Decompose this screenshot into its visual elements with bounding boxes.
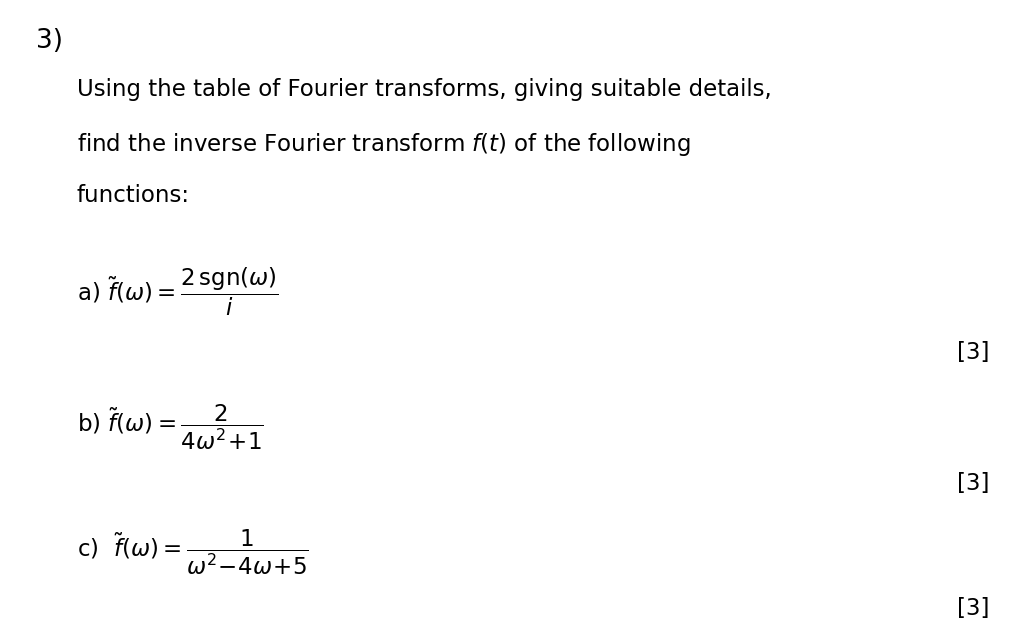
Text: Using the table of Fourier transforms, giving suitable details,: Using the table of Fourier transforms, g… — [77, 78, 771, 101]
Text: find the inverse Fourier transform $f(t)$ of the following: find the inverse Fourier transform $f(t)… — [77, 131, 690, 158]
Text: [3]: [3] — [957, 597, 990, 620]
Text: [3]: [3] — [957, 472, 990, 495]
Text: [3]: [3] — [957, 341, 990, 364]
Text: 3): 3) — [36, 28, 62, 54]
Text: c)  $\tilde{f}(\omega) = \dfrac{1}{\omega^2\!-\!4\omega\!+\!5}$: c) $\tilde{f}(\omega) = \dfrac{1}{\omega… — [77, 528, 308, 578]
Text: functions:: functions: — [77, 184, 189, 208]
Text: b) $\tilde{f}(\omega) = \dfrac{2}{4\omega^2\!+\!1}$: b) $\tilde{f}(\omega) = \dfrac{2}{4\omeg… — [77, 403, 263, 452]
Text: a) $\tilde{f}(\omega) = \dfrac{2\,\mathrm{sgn}(\omega)}{i}$: a) $\tilde{f}(\omega) = \dfrac{2\,\mathr… — [77, 266, 279, 318]
